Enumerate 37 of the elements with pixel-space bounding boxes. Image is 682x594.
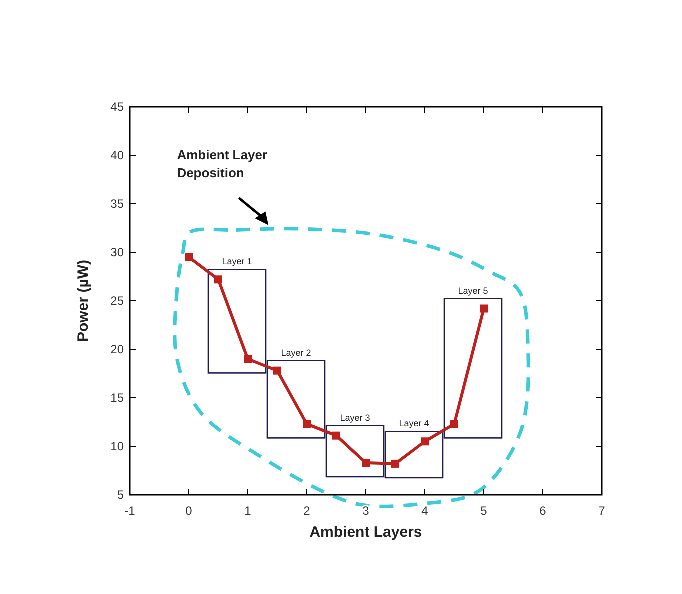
point [303,420,311,428]
annotation: Layer 4 [399,418,430,429]
point [480,304,488,313]
y-tick-label: 30 [110,246,124,260]
point [332,432,340,440]
y-tick-label: 45 [110,100,124,114]
y-tick-label: 25 [110,294,124,308]
y-tick-label: 20 [110,342,124,356]
point [274,366,282,375]
point [392,460,400,468]
y-tick-label: 10 [110,440,124,454]
annotation: Layer 3 [340,412,370,423]
point [421,438,429,446]
point [450,420,458,428]
x-tick-label: 0 [186,504,193,518]
point [362,458,370,467]
x-tick-label: 6 [540,504,547,518]
point [214,276,222,284]
x-tick-label: 5 [480,504,488,518]
x-tick-label: 7 [598,504,606,518]
x-tick-label: 1 [244,504,252,518]
x-tick-label: -1 [124,504,136,518]
x-tick-label: 4 [422,504,429,518]
annotation: Layer 2 [281,348,312,358]
point [185,253,193,262]
y-tick-label: 5 [117,488,124,502]
x-axis-title: Ambient Layers [310,524,422,541]
annotation: Layer 5 [458,286,488,296]
x-tick-label: 3 [362,504,370,518]
y-tick-label: 15 [110,391,124,405]
y-tick-label: 35 [110,197,124,211]
y-axis-title: Power (µW) [75,260,92,342]
annotation: Ambient Layer Deposition [177,147,268,180]
point [244,355,252,364]
annotation: Layer 1 [222,256,252,267]
x-tick-label: 2 [304,504,311,518]
y-tick-label: 40 [110,148,124,162]
